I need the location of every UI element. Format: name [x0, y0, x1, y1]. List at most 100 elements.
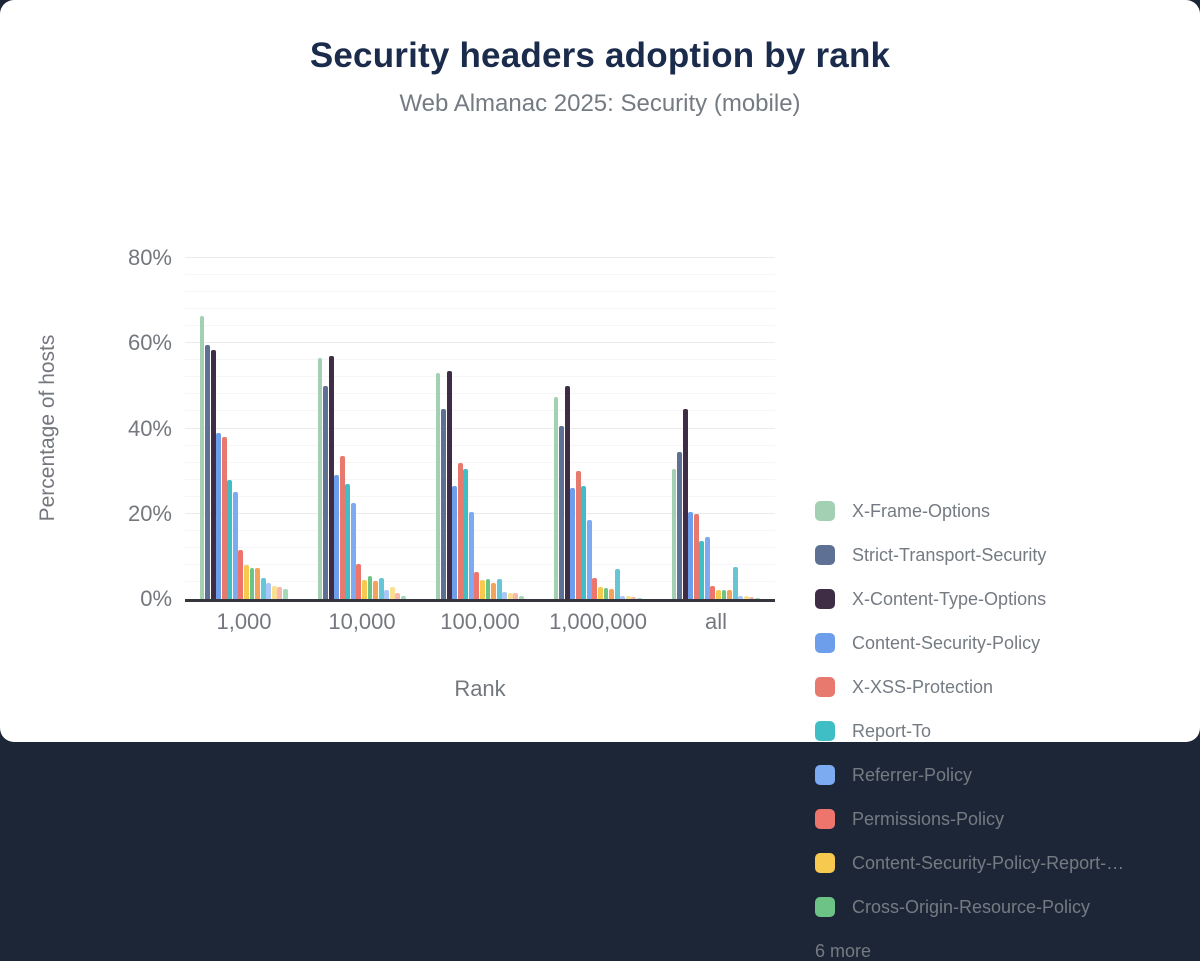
bar-referrer-policy-rank-1000[interactable]	[232, 492, 238, 599]
bar-series-13-rank-1000[interactable]	[266, 582, 272, 599]
legend-label: X-XSS-Protection	[852, 676, 994, 697]
bar-series-14-rank-1000[interactable]	[271, 585, 277, 599]
major-gridline	[185, 512, 775, 514]
bar-referrer-policy-rank-1000000[interactable]	[586, 520, 592, 599]
bar-content-security-policy-rank-100000[interactable]	[452, 486, 458, 599]
bar-content-security-policy-report-rank-1000000[interactable]	[598, 587, 603, 599]
legend-label: Content-Security-Policy	[852, 632, 1041, 653]
bar-series-15-rank-1000000[interactable]	[631, 596, 637, 599]
bar-x-frame-options-rank-100000[interactable]	[435, 373, 441, 599]
bar-x-xss-protection-rank-1000[interactable]	[221, 437, 227, 599]
bar-series-13-rank-1000000[interactable]	[620, 595, 626, 599]
legend-label: Referrer-Policy	[852, 764, 973, 785]
legend-more-label: 6 more	[815, 941, 872, 961]
minor-gridline	[185, 376, 775, 378]
legend-swatch	[815, 545, 835, 565]
minor-gridline	[185, 308, 775, 310]
legend-swatch	[815, 677, 835, 697]
bar-series-13-rank-all[interactable]	[738, 596, 744, 599]
bar-series-11-rank-1000000[interactable]	[609, 589, 615, 599]
bar-x-content-type-options-rank-100000[interactable]	[446, 370, 452, 599]
bar-content-security-policy-rank-10000[interactable]	[334, 475, 340, 599]
bar-permissions-policy-rank-100000[interactable]	[474, 571, 480, 599]
legend-swatch	[815, 633, 835, 653]
bar-content-security-policy-report-rank-100000[interactable]	[480, 579, 485, 599]
bar-x-content-type-options-rank-1000000[interactable]	[564, 385, 570, 599]
minor-gridline	[185, 325, 775, 327]
bar-series-14-rank-10000[interactable]	[389, 587, 395, 599]
bar-series-14-rank-100000[interactable]	[507, 592, 513, 599]
bar-series-16-rank-1000000[interactable]	[636, 597, 642, 599]
bar-cross-origin-resource-policy-rank-all[interactable]	[721, 590, 727, 599]
bar-series-13-rank-10000[interactable]	[384, 590, 390, 599]
bar-content-security-policy-report-rank-all[interactable]	[716, 590, 721, 599]
bar-series-14-rank-1000000[interactable]	[625, 596, 631, 599]
bar-series-16-rank-100000[interactable]	[518, 596, 524, 599]
bar-content-security-policy-rank-all[interactable]	[688, 511, 694, 599]
bar-report-to-rank-100000[interactable]	[463, 469, 469, 599]
bar-referrer-policy-rank-100000[interactable]	[468, 511, 474, 599]
bar-cross-origin-resource-policy-rank-100000[interactable]	[485, 578, 491, 599]
bar-content-security-policy-rank-1000[interactable]	[216, 432, 222, 599]
bar-strict-transport-security-rank-all[interactable]	[677, 451, 682, 599]
legend-swatch	[815, 589, 835, 609]
bar-referrer-policy-rank-all[interactable]	[704, 537, 710, 599]
bar-report-to-rank-10000[interactable]	[345, 483, 351, 599]
major-gridline	[185, 342, 775, 344]
legend-item: X-XSS-Protection	[815, 677, 1124, 697]
bar-content-security-policy-report-rank-1000[interactable]	[244, 564, 249, 599]
bar-referrer-policy-rank-10000[interactable]	[350, 503, 356, 599]
major-gridline	[185, 427, 775, 429]
bar-series-16-rank-all[interactable]	[754, 598, 760, 599]
bar-series-12-rank-1000[interactable]	[260, 577, 266, 599]
bar-cross-origin-resource-policy-rank-10000[interactable]	[367, 575, 373, 599]
bar-series-12-rank-all[interactable]	[732, 566, 738, 599]
bar-x-frame-options-rank-10000[interactable]	[317, 358, 323, 599]
bar-x-xss-protection-rank-all[interactable]	[693, 513, 699, 599]
bar-permissions-policy-rank-all[interactable]	[710, 586, 716, 599]
bar-cross-origin-resource-policy-rank-1000000[interactable]	[603, 588, 609, 599]
bar-report-to-rank-1000[interactable]	[227, 479, 233, 599]
bar-series-15-rank-10000[interactable]	[395, 593, 401, 599]
bar-strict-transport-security-rank-10000[interactable]	[323, 385, 328, 599]
bar-x-xss-protection-rank-10000[interactable]	[339, 456, 345, 599]
bar-report-to-rank-all[interactable]	[699, 541, 705, 599]
bar-series-12-rank-1000000[interactable]	[614, 568, 620, 599]
bar-series-11-rank-1000[interactable]	[255, 568, 261, 599]
bar-report-to-rank-1000000[interactable]	[581, 486, 587, 599]
bar-x-frame-options-rank-1000[interactable]	[199, 315, 205, 599]
bar-series-15-rank-1000[interactable]	[277, 587, 283, 599]
legend-item: Content-Security-Policy-Report-…	[815, 853, 1124, 873]
bar-series-12-rank-10000[interactable]	[378, 577, 384, 599]
bar-cross-origin-resource-policy-rank-1000[interactable]	[249, 567, 255, 599]
bar-series-13-rank-100000[interactable]	[502, 591, 508, 599]
bar-permissions-policy-rank-1000[interactable]	[238, 549, 244, 599]
legend-item: Strict-Transport-Security	[815, 545, 1124, 565]
bar-content-security-policy-rank-1000000[interactable]	[570, 488, 576, 599]
legend-item: X-Content-Type-Options	[815, 589, 1124, 609]
legend-swatch	[815, 501, 835, 521]
bar-strict-transport-security-rank-1000[interactable]	[205, 345, 210, 599]
chart-subtitle: Web Almanac 2025: Security (mobile)	[399, 90, 801, 117]
bar-strict-transport-security-rank-100000[interactable]	[441, 409, 446, 599]
bar-x-content-type-options-rank-all[interactable]	[682, 409, 688, 599]
bar-x-content-type-options-rank-1000[interactable]	[210, 349, 216, 599]
bar-x-content-type-options-rank-10000[interactable]	[328, 356, 334, 599]
bar-series-12-rank-100000[interactable]	[496, 578, 502, 599]
bar-permissions-policy-rank-1000000[interactable]	[592, 577, 598, 599]
bar-series-15-rank-all[interactable]	[749, 597, 755, 599]
bar-series-14-rank-all[interactable]	[743, 596, 749, 599]
bar-content-security-policy-report-rank-10000[interactable]	[362, 580, 367, 599]
bar-series-15-rank-100000[interactable]	[513, 593, 519, 599]
bar-series-11-rank-all[interactable]	[727, 589, 733, 599]
bar-x-xss-protection-rank-1000000[interactable]	[575, 471, 581, 599]
bar-series-16-rank-1000[interactable]	[282, 588, 288, 599]
bar-x-xss-protection-rank-100000[interactable]	[457, 462, 463, 599]
bar-permissions-policy-rank-10000[interactable]	[356, 563, 362, 599]
bar-series-11-rank-100000[interactable]	[491, 582, 497, 599]
bar-strict-transport-security-rank-1000000[interactable]	[559, 426, 564, 599]
bar-series-11-rank-10000[interactable]	[373, 580, 379, 599]
bar-x-frame-options-rank-1000000[interactable]	[553, 396, 559, 599]
bar-series-16-rank-10000[interactable]	[400, 595, 406, 599]
bar-x-frame-options-rank-all[interactable]	[671, 469, 677, 599]
